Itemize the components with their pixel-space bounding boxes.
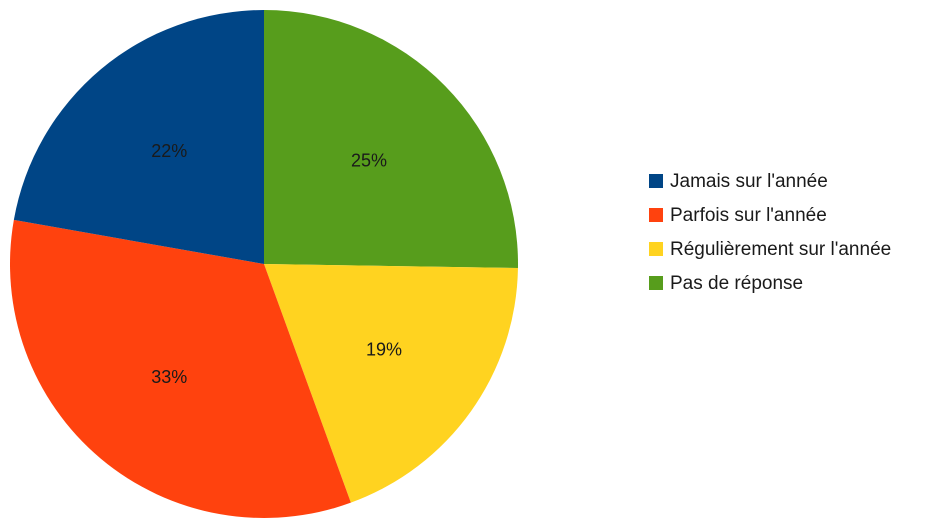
legend-label-0: Jamais sur l'année: [670, 170, 828, 192]
legend-label-3: Pas de réponse: [670, 272, 804, 294]
pie-slice-2: [10, 219, 351, 518]
legend-item-3: Pas de réponse: [649, 266, 891, 300]
legend-swatch-0: [649, 174, 663, 188]
legend-label-2: Régulièrement sur l'année: [670, 238, 892, 260]
chart-legend: Jamais sur l'année Parfois sur l'année Rég…: [649, 164, 891, 300]
legend-swatch-1: [649, 208, 663, 222]
legend-swatch-2: [649, 242, 663, 256]
legend-item-1: Parfois sur l'année: [649, 198, 891, 232]
pie-slice-label-2: 33%: [151, 367, 187, 387]
pie-slice-0: [264, 10, 519, 269]
pie-slices: [10, 10, 519, 518]
legend-item-0: Jamais sur l'année: [649, 164, 891, 198]
pie-slice-labels: 25% 19% 33% 22%: [151, 141, 402, 387]
pie-slice-label-0: 25%: [351, 151, 387, 171]
legend-label-1: Parfois sur l'année: [670, 204, 827, 226]
pie-slice-3: [13, 10, 264, 264]
legend-item-2: Régulièrement sur l'année: [649, 232, 891, 266]
legend-swatch-3: [649, 276, 663, 290]
pie-slice-label-3: 22%: [151, 141, 187, 161]
pie-slice-1: [264, 264, 518, 503]
pie-slice-label-1: 19%: [366, 339, 402, 359]
